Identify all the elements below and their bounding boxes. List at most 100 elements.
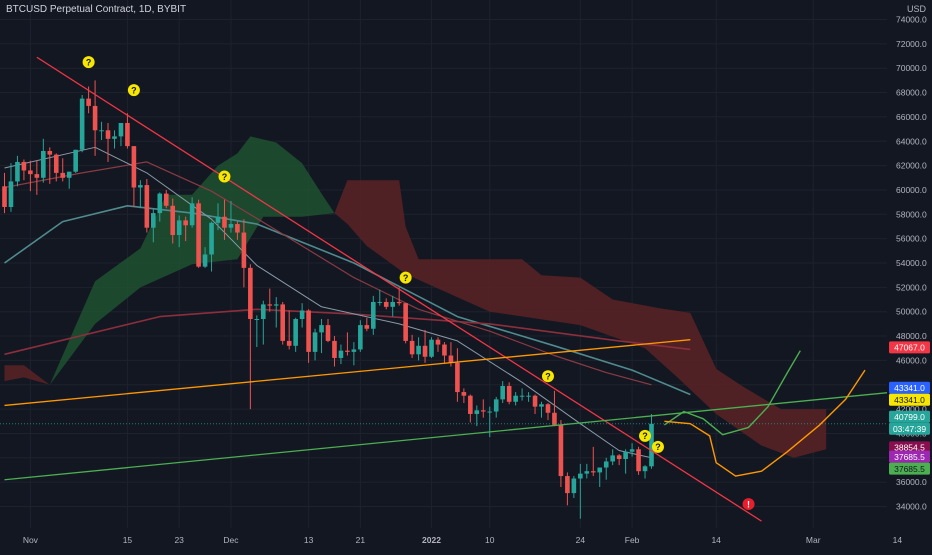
candle-body	[151, 213, 156, 228]
candle-body	[565, 476, 570, 493]
question-mark-circle-icon[interactable]: ?	[652, 441, 664, 453]
candle-body	[539, 404, 544, 406]
candle-body	[164, 194, 169, 206]
candle-body	[255, 319, 260, 320]
candle-body	[578, 474, 583, 479]
candle-body	[293, 319, 298, 346]
candle-body	[390, 302, 395, 307]
candle-body	[384, 302, 389, 307]
candle-body	[73, 150, 78, 172]
price-axis-label: 74000.0	[896, 15, 927, 25]
candle-body	[80, 99, 85, 150]
candle-body	[190, 203, 195, 225]
candle-body	[559, 425, 564, 476]
tag-43341-yellow: 43341.0	[889, 394, 930, 406]
candle-body	[22, 162, 27, 171]
candle-body	[274, 304, 279, 305]
marker-glyph: ?	[222, 172, 228, 182]
time-axis-label: Dec	[223, 535, 239, 545]
candle-body	[203, 254, 208, 266]
candle-body	[222, 217, 227, 228]
time-axis-label: Mar	[806, 535, 821, 545]
price-axis-label: 68000.0	[896, 88, 927, 98]
candle-body	[67, 172, 72, 178]
price-tag-text: 47067.0	[894, 343, 925, 353]
candle-body	[377, 302, 382, 303]
candle-body	[41, 151, 46, 178]
time-axis-label: 14	[711, 535, 721, 545]
question-mark-circle-icon[interactable]: ?	[400, 272, 412, 284]
candle-body	[455, 363, 460, 392]
candle-body	[47, 151, 52, 155]
candle-body	[209, 223, 214, 255]
candle-body	[300, 310, 305, 319]
trendline-0	[37, 57, 762, 521]
candle-body	[267, 304, 272, 305]
question-mark-circle-icon[interactable]: ?	[218, 171, 230, 183]
tag-37685-purple: 37685.5	[889, 451, 930, 463]
tag-countdown: 03:47:39	[889, 423, 930, 435]
candle-body	[177, 220, 182, 235]
candle-body	[636, 449, 641, 471]
time-axis-label: 15	[123, 535, 133, 545]
candle-body	[397, 302, 402, 303]
exclamation-circle-icon[interactable]: !	[743, 498, 755, 510]
price-axis-label: 70000.0	[896, 63, 927, 73]
candle-body	[442, 345, 447, 356]
candle-body	[481, 410, 486, 411]
time-axis-label: Nov	[23, 535, 39, 545]
price-tag-text: 40799.0	[894, 412, 925, 422]
candle-body	[28, 170, 33, 174]
candle-body	[242, 233, 247, 268]
candle-body	[339, 351, 344, 358]
question-mark-circle-icon[interactable]: ?	[542, 370, 554, 382]
candle-body	[54, 155, 59, 173]
question-mark-circle-icon[interactable]: ?	[83, 56, 95, 68]
candle-body	[170, 206, 175, 235]
candle-body	[468, 396, 473, 414]
candle-body	[306, 310, 311, 351]
price-tag-text: 37685.5	[894, 464, 925, 474]
tag-last: 40799.0	[889, 411, 930, 423]
time-axis-label: 24	[576, 535, 586, 545]
price-axis-label: 50000.0	[896, 307, 927, 317]
candle-body	[326, 325, 331, 341]
candle-body	[416, 346, 421, 355]
candle-body	[423, 346, 428, 357]
candle-body	[371, 302, 376, 329]
candle-body	[138, 185, 143, 187]
price-axis-label: 36000.0	[896, 477, 927, 487]
candle-body	[93, 106, 98, 130]
marker-glyph: ?	[86, 57, 92, 67]
candle-body	[319, 325, 324, 332]
candle-body	[494, 399, 499, 411]
currency-label[interactable]: USD	[907, 4, 926, 14]
cloud-bearish-left	[5, 365, 50, 385]
candle-body	[604, 461, 609, 467]
candle-body	[15, 162, 20, 181]
candle-body	[106, 130, 111, 139]
candle-body	[475, 410, 480, 414]
question-mark-circle-icon[interactable]: ?	[639, 430, 651, 442]
price-axis-label: 66000.0	[896, 112, 927, 122]
price-axis-label: 34000.0	[896, 502, 927, 512]
question-mark-circle-icon[interactable]: ?	[128, 84, 140, 96]
time-axis-label: 2022	[422, 535, 441, 545]
candle-body	[99, 130, 104, 131]
candle-body	[610, 455, 615, 461]
price-axis-label: 46000.0	[896, 355, 927, 365]
tag-47067: 47067.0	[889, 341, 930, 353]
candle-body	[552, 413, 557, 425]
candle-body	[125, 123, 130, 146]
time-axis-label: 10	[485, 535, 495, 545]
candle-body	[597, 468, 602, 473]
candle-body	[235, 224, 240, 233]
candle-body	[35, 174, 40, 178]
candle-body	[196, 203, 201, 266]
chart-title: BTCUSD Perpetual Contract, 1D, BYBIT	[6, 4, 186, 15]
price-axis-label: 72000.0	[896, 39, 927, 49]
candle-body	[183, 220, 188, 225]
tag-37685-green: 37685.5	[889, 463, 930, 475]
